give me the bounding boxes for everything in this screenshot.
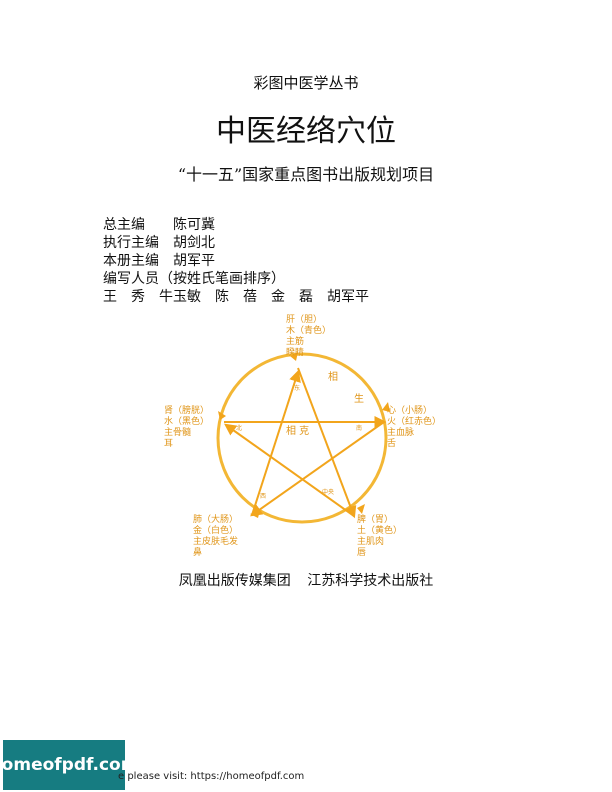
staff-writers: 王 秀 牛玉敏 陈 蓓 金 磊 胡军平 (103, 289, 369, 305)
direction-center: 中央 (322, 488, 334, 496)
fire-sense: 舌 (387, 438, 396, 449)
restrain-label: 相 克 (286, 424, 309, 437)
star-line-fire-metal (250, 421, 385, 517)
direction-west: 西 (260, 493, 266, 500)
star-line-wood-earth (297, 367, 357, 519)
earth-organ: 脾（胃） (357, 513, 393, 525)
subtitle: “十一五”国家重点图书出版规划项目 (177, 165, 435, 184)
water-organ: 肾（膀胱） (164, 404, 209, 416)
staff-writers-heading: 编写人员（按姓氏笔画排序） (103, 271, 285, 287)
book-title: 中医经络穴位 (216, 114, 396, 149)
metal-organ: 肺（大肠） (193, 513, 238, 525)
fire-organ: 心（小肠） (387, 405, 432, 416)
staff-chief-editor: 总主编 陈可冀 (103, 217, 215, 233)
metal-element: 金（白色） (193, 524, 238, 536)
staff-volume-editor: 本册主编 胡军平 (103, 253, 215, 269)
series-name: 彩图中医学丛书 (253, 74, 359, 92)
generation-circle (216, 352, 388, 524)
water-sense: 耳 (164, 438, 173, 449)
generate-label-1: 相 (328, 370, 338, 383)
circle-arrow-wood (290, 352, 298, 361)
direction-east: 东 (294, 384, 300, 392)
direction-north: 北 (236, 424, 242, 432)
five-elements-diagram: 肝（胆） 木（青色） 主筋 睽睛 心（小肠） 火（红赤色） 主血脉 舌 脾（胃）… (160, 310, 460, 565)
circle-arrow-earth (357, 504, 365, 514)
circle-arrow-fire (382, 402, 390, 412)
direction-south: 南 (356, 424, 362, 432)
staff-executive-editor: 执行主编 胡剑北 (103, 235, 215, 251)
water-element: 水（黑色） (164, 415, 209, 427)
fire-element: 火（红赤色） (387, 415, 441, 427)
metal-sense: 鼻 (193, 546, 202, 558)
circle-arrow-metal (250, 510, 260, 518)
earth-sense: 唇 (357, 547, 366, 558)
star-line-metal-wood (251, 369, 301, 516)
homeofpdf-badge[interactable]: homeofpdf.com (0, 740, 138, 790)
generate-label-2: 生 (354, 392, 364, 405)
metal-governs: 主皮肤毛发 (193, 535, 238, 547)
footer-visit-text: e please visit: https://homeofpdf.com (118, 771, 305, 782)
publishers: 凤凰出版传媒集团 江苏科学技术出版社 (178, 573, 434, 589)
water-governs: 主骨髓 (164, 426, 191, 438)
fire-governs: 主血脉 (387, 426, 414, 438)
earth-governs: 主肌肉 (357, 535, 384, 547)
earth-element: 土（黄色） (357, 524, 402, 536)
star-line-earth-water (224, 423, 355, 517)
wood-sense: 睽睛 (286, 346, 304, 358)
wood-element: 木（青色） (286, 324, 331, 336)
circle-arrow-water (218, 411, 226, 420)
staff-list: 总主编 陈可冀 执行主编 胡剑北 本册主编 胡军平 编写人员（按姓氏笔画排序） … (103, 216, 369, 306)
wood-governs: 主筋 (286, 335, 304, 347)
wood-organ: 肝（胆） (286, 314, 322, 325)
